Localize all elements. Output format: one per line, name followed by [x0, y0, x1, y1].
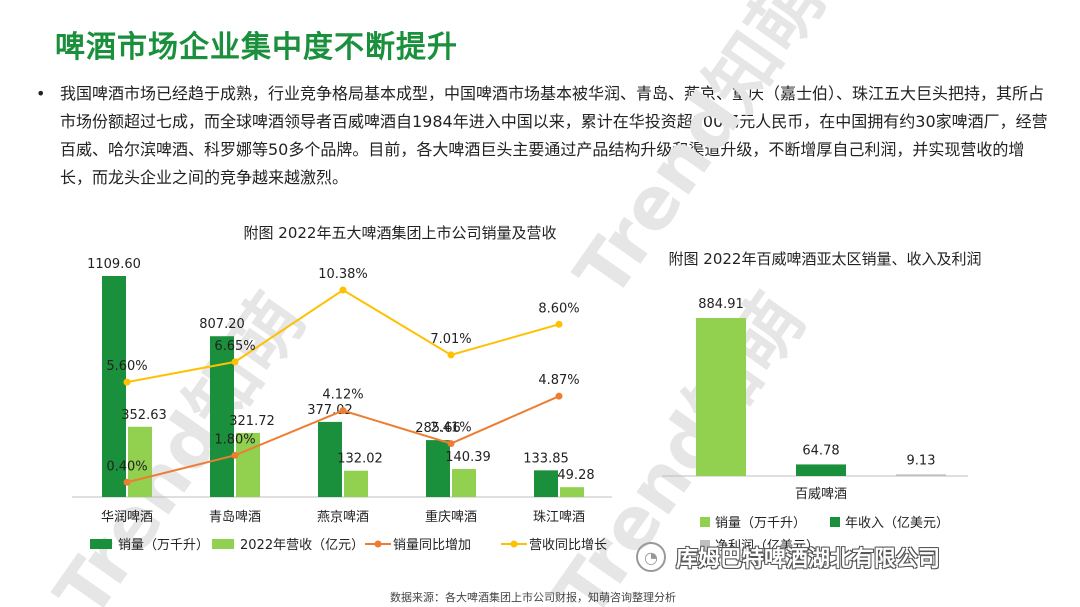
chart1-label-volume: 1109.60 [87, 257, 141, 272]
chart2-label-profit: 9.13 [907, 453, 936, 468]
chart1-label-volume-growth: 2.41% [430, 421, 471, 436]
chart1-label-revenue-growth: 8.60% [538, 301, 579, 316]
chart2-legend-swatch-volume [700, 517, 710, 527]
chart1-legend-label-revenue: 2022年营收（亿元） [240, 538, 364, 553]
intro-paragraph: 我国啤酒市场已经趋于成熟，行业竞争格局基本成型，中国啤酒市场基本被华润、青岛、燕… [60, 84, 1048, 187]
chart1-label-volume: 285.66 [415, 421, 461, 436]
chart1-label-revenue: 49.28 [557, 468, 594, 483]
chart1-point-volume-growth [339, 407, 347, 415]
chart1-point-revenue-growth [555, 320, 563, 328]
chart2-legend-label-profit: 净利润（亿美元） [715, 539, 819, 554]
chart2-legend-label-volume: 销量（万千升） [715, 516, 806, 531]
bullet-marker: • [36, 84, 46, 103]
chart2-bar-volume [696, 318, 746, 476]
chart1-label-volume: 377.02 [307, 403, 353, 418]
chart1-label-revenue-growth: 7.01% [430, 332, 471, 347]
chart1-bar-revenue [452, 469, 476, 497]
chart1-point-volume-growth [447, 440, 455, 448]
chart1-label-revenue: 140.39 [445, 450, 491, 465]
chart2-title: 附图 2022年百威啤酒亚太区销量、收入及利润 [668, 250, 982, 268]
chart1-label-volume: 133.85 [523, 451, 569, 466]
chart2-legend-swatch-revenue [830, 517, 840, 527]
chart1-bar-volume [426, 440, 450, 497]
data-source-note: 数据来源：各大啤酒集团上市公司财报，知萌咨询整理分析 [390, 591, 676, 604]
chart1-category-label: 燕京啤酒 [317, 510, 369, 525]
chart1-category-label: 华润啤酒 [101, 510, 153, 525]
chart1-bar-revenue [236, 432, 260, 497]
chart1-legend-marker-revenue-growth [510, 540, 518, 548]
chart2-category-label: 百威啤酒 [795, 487, 847, 502]
chart1-point-volume-growth [123, 478, 131, 486]
chart1-bar-volume [534, 470, 558, 497]
chart1-legend-label-revenue-growth: 营收同比增长 [529, 538, 607, 553]
chart1-label-volume: 807.20 [199, 317, 245, 332]
chart1-category-label: 珠江啤酒 [533, 510, 585, 525]
chart2-legend-label-revenue: 年收入（亿美元） [845, 516, 949, 531]
page-title: 啤酒市场企业集中度不断提升 [55, 30, 458, 65]
chart1-point-revenue-growth [231, 358, 239, 366]
chart2-label-revenue: 64.78 [802, 443, 839, 458]
chart1-label-revenue: 321.72 [229, 414, 275, 429]
chart1-point-revenue-growth [447, 351, 455, 359]
chart1-label-volume-growth: 4.12% [322, 388, 363, 403]
chart1-label-revenue-growth: 6.65% [214, 339, 255, 354]
chart1-point-revenue-growth [123, 378, 131, 386]
chart1-legend-swatch-revenue [212, 539, 234, 549]
chart1-label-revenue-growth: 5.60% [106, 359, 147, 374]
chart1-label-volume-growth: 4.87% [538, 373, 579, 388]
wechat-icon: ◔ [636, 542, 666, 572]
chart1-legend-marker-volume-growth [374, 540, 382, 548]
chart1-point-volume-growth [231, 451, 239, 459]
chart1-label-revenue: 352.63 [121, 408, 167, 423]
chart2-legend-swatch-profit [700, 540, 710, 550]
chart1-category-label: 重庆啤酒 [425, 509, 477, 525]
watermark-text-0: Trend知萌 [38, 279, 320, 607]
chart1-bar-revenue [128, 426, 152, 497]
chart1-bar-volume [318, 421, 342, 497]
chart1-legend-label-volume: 销量（万千升） [118, 538, 209, 553]
chart1-label-volume-growth: 1.80% [214, 432, 255, 447]
wechat-watermark: ◔ 库姆巴特啤酒湖北有限公司 [636, 540, 1076, 574]
chart1-point-revenue-growth [339, 286, 347, 294]
chart1-bar-revenue [560, 487, 584, 497]
chart1-bar-revenue [344, 470, 368, 497]
chart1-label-revenue-growth: 10.38% [318, 267, 368, 282]
chart1-bar-volume [102, 276, 126, 497]
chart1-legend-label-volume-growth: 销量同比增加 [393, 538, 471, 553]
chart1-label-revenue: 132.02 [337, 452, 383, 467]
chart1-point-volume-growth [555, 392, 563, 400]
chart1-category-label: 青岛啤酒 [209, 509, 261, 525]
chart1-title: 附图 2022年五大啤酒集团上市公司销量及营收 [243, 224, 557, 242]
chart2-label-volume: 884.91 [698, 297, 744, 312]
chart2-bar-profit [896, 474, 946, 476]
wechat-account-name: 库姆巴特啤酒湖北有限公司 [676, 547, 941, 572]
chart1-label-volume-growth: 0.40% [106, 459, 147, 474]
watermark-text-2: Trend知萌 [558, 0, 840, 312]
chart1-legend-swatch-volume [90, 539, 112, 549]
chart2-bar-revenue [796, 464, 846, 476]
